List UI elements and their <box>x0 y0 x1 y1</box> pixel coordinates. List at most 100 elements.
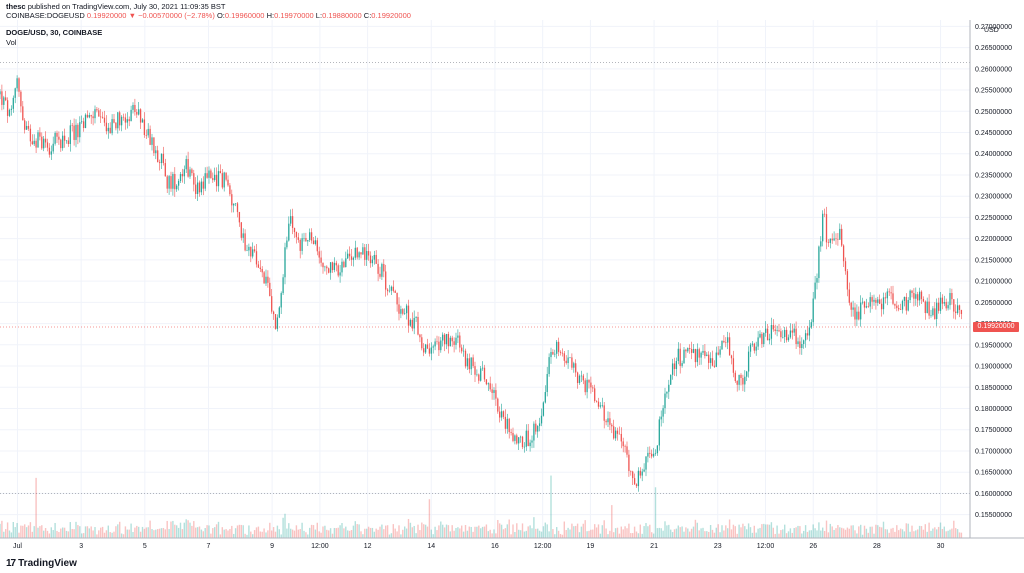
volume-bar <box>25 527 28 538</box>
volume-bar <box>960 532 963 538</box>
volume-bar <box>255 527 258 538</box>
volume-bar <box>195 527 197 538</box>
volume-bar <box>772 527 774 538</box>
candle-body <box>668 384 670 392</box>
candle-body <box>396 292 398 305</box>
candle-body <box>101 116 104 118</box>
candle-body <box>430 347 432 354</box>
volume-bar <box>918 525 921 538</box>
candle-body <box>415 316 417 318</box>
volume-bar <box>335 528 337 538</box>
candle-body <box>242 233 244 238</box>
candle-body <box>122 116 125 118</box>
tradingview-logo[interactable]: 17 TradingView <box>6 558 77 569</box>
volume-bar <box>673 529 676 538</box>
candle-body <box>229 185 231 195</box>
candle-body <box>559 351 562 353</box>
candle-body <box>341 261 343 273</box>
candle-body <box>519 436 522 438</box>
volume-bar <box>768 524 771 538</box>
volume-bar <box>381 524 383 538</box>
volume-bar <box>943 526 945 538</box>
volume-bar <box>210 533 212 538</box>
candle-body <box>502 411 505 417</box>
volume-bar <box>191 525 193 538</box>
candle-body <box>360 252 362 255</box>
author-name[interactable]: thesc <box>6 2 26 11</box>
candle-body <box>850 302 852 310</box>
candle-body <box>333 262 336 271</box>
candle-body <box>842 245 845 262</box>
volume-bar <box>470 526 472 538</box>
volume-bar <box>390 533 393 538</box>
candle-body <box>605 420 607 423</box>
time-axis[interactable]: Jul 3 5 7 9 12:00 12 14 16 12:00 19 21 23 12:00 26 28 30 <box>13 543 945 550</box>
volume-bar <box>899 528 902 538</box>
legend-symbol[interactable]: DOGE/USD, 30, COINBASE <box>6 28 103 37</box>
volume-bar <box>12 522 14 538</box>
candle-body <box>147 128 149 136</box>
candle-body <box>132 104 134 110</box>
candle-body <box>871 297 873 302</box>
candle-body <box>276 317 279 329</box>
volume-bar <box>345 526 347 538</box>
candle-body <box>611 424 613 427</box>
price-tick-label: 0.27000000 <box>975 24 1012 31</box>
volume-bar <box>339 525 341 538</box>
volume-bar <box>690 528 693 538</box>
candle-body <box>719 349 721 355</box>
candle-body <box>799 341 801 348</box>
volume-bar <box>854 530 856 538</box>
candle-body <box>474 366 476 375</box>
candle-body <box>497 398 499 412</box>
volume-bar <box>787 531 790 538</box>
volume-bar <box>84 526 87 538</box>
candle-body <box>951 293 953 300</box>
volume-bar <box>415 533 417 538</box>
volume-bar <box>274 531 277 538</box>
candle-body <box>827 242 830 243</box>
volume-bar <box>618 533 621 538</box>
candle-body <box>189 169 191 177</box>
volume-bar <box>288 523 290 538</box>
candle-body <box>744 376 746 385</box>
candle-body <box>337 265 339 276</box>
candle-body <box>196 182 199 195</box>
candle-body <box>402 309 404 314</box>
time-tick-label: 12:00 <box>757 543 775 550</box>
candle-body <box>755 346 757 351</box>
volume-bar <box>301 522 303 538</box>
candle-body <box>491 389 493 393</box>
legend-volume[interactable]: Vol <box>6 38 17 47</box>
volume-bar <box>806 531 809 538</box>
volume-bar <box>803 530 805 538</box>
candle-body <box>643 469 645 472</box>
volume-bar <box>846 527 849 538</box>
volume-bar <box>354 521 356 538</box>
volume-bar <box>379 526 381 538</box>
volume-bar <box>434 526 436 538</box>
candle-body <box>272 311 275 315</box>
volume-bar <box>937 526 940 538</box>
volume-bar <box>799 526 801 538</box>
volume-bar <box>453 530 455 538</box>
volume-bar <box>438 525 440 538</box>
chart-background <box>0 20 1024 553</box>
publish-line: thesc published on TradingView.com, July… <box>6 2 225 11</box>
candle-body <box>917 294 919 301</box>
volume-bar <box>776 525 778 538</box>
volume-bar <box>576 523 579 538</box>
candle-body <box>225 172 227 180</box>
volume-bar <box>176 525 178 538</box>
volume-bar <box>276 525 279 538</box>
candle-body <box>155 150 157 154</box>
volume-bar <box>552 529 554 538</box>
candle-body <box>409 319 412 326</box>
candle-body <box>373 254 375 260</box>
price-chart[interactable]: USD 0.27000000 0.26500000 0.26000000 0.2550… <box>0 20 1024 553</box>
time-tick-label: 5 <box>143 543 147 550</box>
candle-body <box>320 257 322 263</box>
volume-bar <box>518 529 520 538</box>
candle-body <box>666 391 668 394</box>
volume-bar <box>842 528 845 538</box>
